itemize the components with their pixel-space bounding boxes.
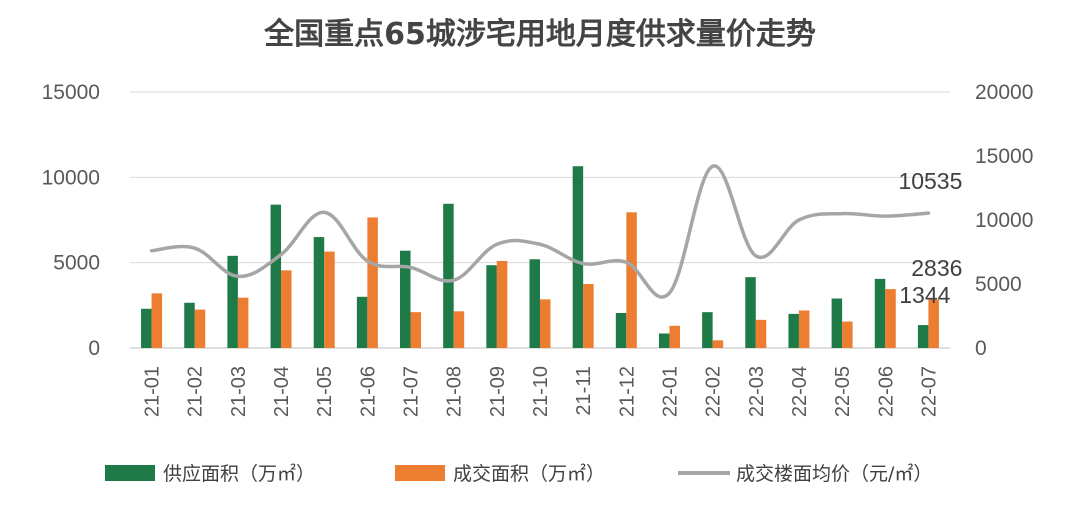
x-tick-label: 21-02 — [185, 366, 207, 417]
bar-supply — [831, 298, 843, 348]
bar-supply — [141, 308, 152, 348]
bar-deal — [281, 270, 292, 348]
bar-supply — [400, 250, 411, 348]
legend-label: 供应面积（万㎡） — [163, 462, 315, 485]
left-tick-label: 15000 — [42, 81, 100, 104]
bars-group — [141, 166, 939, 348]
left-axis-ticks: 0 5000 10000 15000 — [42, 81, 100, 360]
right-tick-label: 15000 — [975, 145, 1033, 168]
bar-deal — [496, 260, 508, 348]
bar-supply — [486, 265, 497, 348]
legend-swatch — [395, 465, 445, 481]
bar-deal — [885, 289, 896, 348]
chart-title: 全国重点65城涉宅用地月度供求量价走势 — [263, 17, 816, 52]
x-tick-label: 21-03 — [228, 366, 250, 417]
bar-deal — [842, 321, 853, 348]
bar-deal — [626, 212, 637, 348]
bar-deal — [712, 340, 724, 348]
bar-supply — [572, 166, 584, 348]
x-tick-label: 22-03 — [746, 366, 768, 417]
bar-deal — [194, 309, 206, 348]
right-tick-label: 0 — [975, 337, 987, 360]
x-tick-label: 22-06 — [875, 366, 897, 417]
bar-deal — [367, 217, 378, 348]
legend-swatch — [105, 465, 155, 481]
left-tick-label: 0 — [88, 337, 100, 360]
x-tick-label: 21-12 — [616, 366, 638, 417]
label-supply-last: 1344 — [899, 282, 950, 308]
bar-deal — [928, 299, 939, 348]
bar-deal — [151, 293, 163, 348]
line-group — [149, 164, 931, 299]
bar-supply — [874, 278, 886, 348]
legend: 供应面积（万㎡） 成交面积（万㎡） 成交楼面均价（元/㎡） — [105, 462, 932, 485]
x-tick-label: 21-01 — [142, 366, 164, 417]
bar-supply — [702, 312, 713, 348]
x-tick-label: 22-05 — [832, 366, 854, 417]
bar-supply — [227, 255, 238, 348]
x-tick-label: 21-06 — [357, 366, 379, 417]
bar-deal — [669, 325, 680, 348]
x-tick-label: 22-02 — [703, 366, 725, 417]
bar-deal — [453, 311, 465, 348]
right-axis-ticks: 0 5000 10000 15000 20000 — [975, 81, 1033, 360]
bar-supply — [788, 313, 799, 348]
x-tick-label: 22-01 — [659, 366, 681, 417]
bar-supply — [658, 333, 670, 348]
legend-label: 成交面积（万㎡） — [453, 462, 605, 485]
bar-supply — [529, 259, 540, 348]
price-line — [149, 164, 931, 299]
label-price-last: 10535 — [898, 168, 962, 194]
bar-supply — [270, 204, 282, 348]
legend-label: 成交楼面均价（元/㎡） — [736, 462, 932, 485]
left-tick-label: 10000 — [42, 166, 100, 189]
x-tick-label: 22-04 — [789, 366, 811, 417]
x-tick-label: 21-04 — [271, 366, 293, 417]
x-tick-label: 21-08 — [444, 366, 466, 417]
bar-supply — [615, 313, 627, 348]
x-tick-label: 21-09 — [487, 366, 509, 417]
left-tick-label: 5000 — [53, 252, 100, 275]
bar-deal — [237, 297, 249, 348]
x-tick-label: 21-10 — [530, 366, 552, 417]
bar-deal — [755, 319, 767, 348]
bar-supply — [917, 325, 929, 348]
right-tick-label: 20000 — [975, 81, 1033, 104]
bar-supply — [313, 237, 325, 348]
bar-deal — [540, 299, 551, 348]
right-tick-label: 5000 — [975, 273, 1022, 296]
x-tick-label: 22-07 — [918, 366, 940, 417]
bar-deal — [798, 310, 810, 348]
bar-supply — [356, 296, 368, 348]
bar-supply — [184, 302, 195, 348]
x-axis-ticks: 21-01 21-02 21-03 21-04 21-05 21-06 21-07 21-08… — [142, 366, 941, 417]
x-tick-label: 21-07 — [401, 366, 423, 417]
bar-supply — [443, 203, 454, 348]
x-tick-label: 21-05 — [314, 366, 336, 417]
bar-deal — [583, 284, 594, 348]
bar-deal — [410, 312, 422, 348]
x-tick-label: 21-11 — [573, 366, 595, 416]
bar-deal — [324, 251, 335, 348]
label-deal-last: 2836 — [911, 255, 962, 281]
right-tick-label: 10000 — [975, 209, 1033, 232]
bar-supply — [745, 277, 756, 348]
